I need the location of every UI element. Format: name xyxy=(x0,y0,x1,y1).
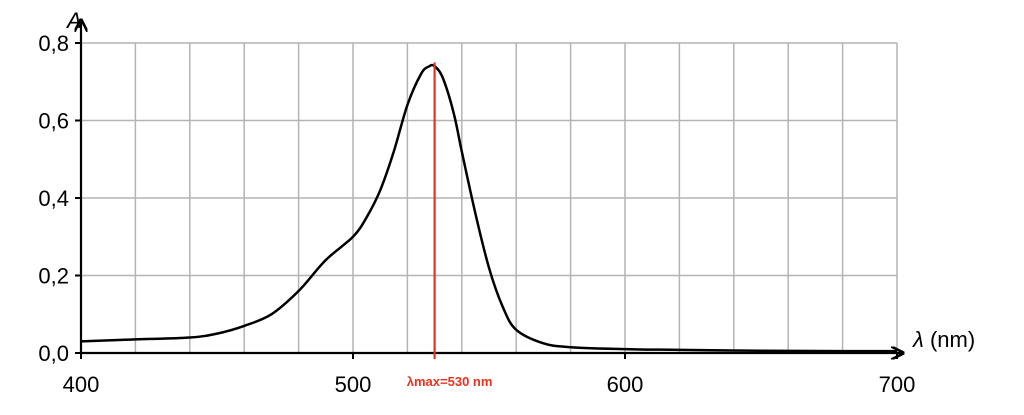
y-tick-label: 0,4 xyxy=(38,186,69,211)
y-axis-label: A xyxy=(65,8,82,33)
absorbance-curve xyxy=(80,63,897,353)
x-tick-label: 400 xyxy=(63,372,100,397)
x-tick-label: 600 xyxy=(607,372,644,397)
x-axis-label: λ (nm) xyxy=(912,327,975,352)
y-tick-label: 0,2 xyxy=(38,264,69,289)
x-tick-label: 700 xyxy=(879,372,916,397)
x-axis-symbol: λ xyxy=(912,327,924,352)
y-tick-label: 0,8 xyxy=(38,31,69,56)
y-tick-label: 0,0 xyxy=(38,341,69,366)
lambda-max-label: λmax=530 nm xyxy=(407,374,493,389)
x-tick-label: 500 xyxy=(335,372,372,397)
tick-labels: 0,0 0,2 0,4 0,6 0,8 400 500 600 700 xyxy=(38,31,915,397)
axes xyxy=(75,20,903,359)
axis-labels: A λ (nm) xyxy=(65,8,975,352)
grid xyxy=(81,42,898,353)
x-axis-unit: (nm) xyxy=(930,327,975,352)
annotation-layer: λmax=530 nm xyxy=(407,62,493,389)
series-layer xyxy=(80,63,897,353)
y-tick-label: 0,6 xyxy=(38,109,69,134)
